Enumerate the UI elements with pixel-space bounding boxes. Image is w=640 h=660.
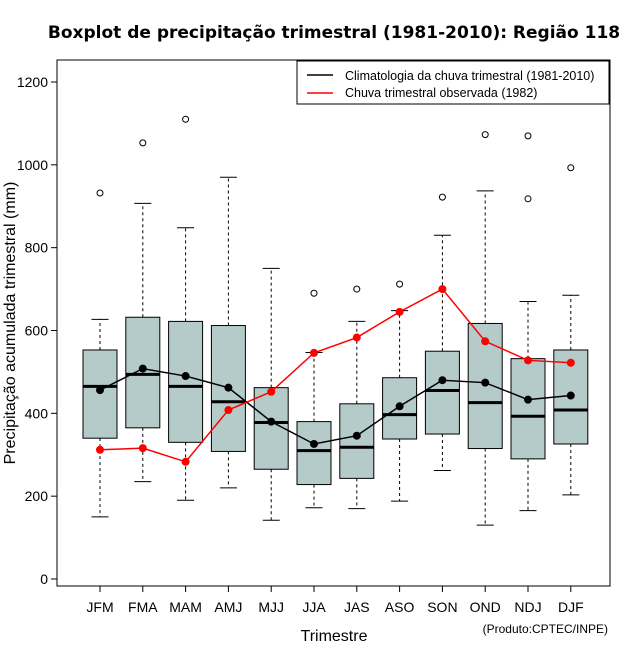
- x-tick-label: ASO: [385, 599, 415, 615]
- series-point-climatology: [481, 378, 490, 387]
- box-OND: [467, 131, 503, 526]
- series-point-climatology: [310, 439, 318, 448]
- outlier-point: [567, 164, 575, 172]
- outlier-point: [353, 285, 361, 293]
- series-point-climatology: [181, 372, 190, 381]
- outlier-point: [96, 189, 104, 197]
- series-point-climatology: [138, 364, 147, 373]
- series-line-observed: [99, 288, 571, 463]
- x-tick-label: JFM: [86, 599, 113, 615]
- series-point-climatology: [524, 395, 532, 404]
- box-JJA: [296, 289, 332, 509]
- outlier-point: [182, 115, 190, 123]
- series-point-climatology: [352, 431, 361, 440]
- series-point-climatology: [224, 383, 233, 392]
- box-MJJ: [253, 267, 289, 521]
- credit-note: (Produto:CPTEC/INPE): [483, 622, 608, 636]
- x-tick-label: DJF: [558, 599, 584, 615]
- y-tick-label: 600: [25, 323, 49, 339]
- series-point-observed: [438, 285, 447, 294]
- series-point-climatology: [566, 391, 575, 400]
- box-body: [168, 320, 204, 443]
- series-point-observed: [224, 406, 233, 415]
- legend: Climatologia da chuva trimestral (1981-2…: [296, 60, 610, 105]
- y-tick-label: 400: [25, 405, 49, 421]
- box-body: [296, 421, 332, 486]
- box-JAS: [339, 285, 375, 510]
- series-point-climatology: [438, 376, 447, 385]
- outlier-point: [524, 132, 532, 140]
- x-tick-label: FMA: [128, 599, 158, 615]
- series-point-observed: [352, 333, 361, 342]
- plot-frame: [56, 59, 611, 587]
- series-point-observed: [395, 307, 404, 316]
- y-tick-label: 1200: [17, 74, 48, 90]
- y-tick-label: 1000: [17, 157, 48, 173]
- chart-title: Boxplot de precipitação trimestral (1981…: [48, 23, 620, 43]
- x-axis: JFM FMA MAM AMJ MJJ JJA JAS ASO SON OND NDJ DJF: [86, 586, 584, 615]
- y-tick-label: 200: [25, 488, 49, 504]
- box-body: [339, 403, 375, 479]
- series-point-observed: [524, 356, 532, 365]
- outlier-point: [139, 139, 147, 147]
- x-tick-label: AMJ: [214, 599, 242, 615]
- y-tick-label: 800: [25, 240, 49, 256]
- series-point-climatology: [96, 386, 104, 395]
- x-tick-label: MJJ: [258, 599, 284, 615]
- x-tick-label: JAS: [344, 599, 370, 615]
- series-point-observed: [310, 348, 318, 357]
- legend-label-observed: Chuva trimestral observada (1982): [345, 86, 537, 100]
- x-axis-label: Trimestre: [301, 628, 368, 645]
- y-axis: 0 200 400 600 800 1000 1200: [17, 74, 57, 587]
- series-point-observed: [181, 457, 190, 466]
- box-SON: [424, 193, 460, 471]
- series-point-climatology: [267, 417, 276, 426]
- legend-label-climatology: Climatologia da chuva trimestral (1981-2…: [345, 69, 594, 83]
- box-FMA: [125, 139, 161, 483]
- box-DJF: [553, 164, 589, 496]
- outlier-point: [396, 280, 404, 288]
- x-tick-label: JJA: [302, 599, 326, 615]
- box-body: [253, 387, 289, 470]
- y-tick-label: 0: [40, 571, 48, 587]
- boxes: [82, 115, 589, 526]
- outlier-point: [310, 289, 318, 297]
- outlier-point: [438, 193, 446, 201]
- box-JFM: [82, 189, 118, 518]
- outlier-point: [481, 131, 489, 139]
- y-axis-label: Precipitação acumulada trimestral (mm): [2, 182, 19, 465]
- box-MAM: [168, 115, 204, 501]
- series-point-observed: [566, 358, 575, 367]
- legend-box: [296, 60, 610, 105]
- series-point-observed: [96, 445, 104, 454]
- x-tick-label: NDJ: [514, 599, 541, 615]
- box-body: [510, 358, 546, 460]
- series-point-observed: [481, 337, 490, 346]
- box-NDJ: [510, 132, 546, 512]
- series-point-climatology: [395, 402, 404, 411]
- outlier-point: [524, 195, 532, 203]
- series-line-climatology: [99, 367, 571, 445]
- series-point-observed: [267, 387, 276, 396]
- x-tick-label: OND: [470, 599, 501, 615]
- box-AMJ: [210, 176, 246, 489]
- x-tick-label: MAM: [169, 599, 202, 615]
- series-lines: [96, 285, 575, 466]
- box-body: [424, 350, 460, 435]
- series-point-observed: [138, 444, 147, 453]
- x-tick-label: SON: [427, 599, 457, 615]
